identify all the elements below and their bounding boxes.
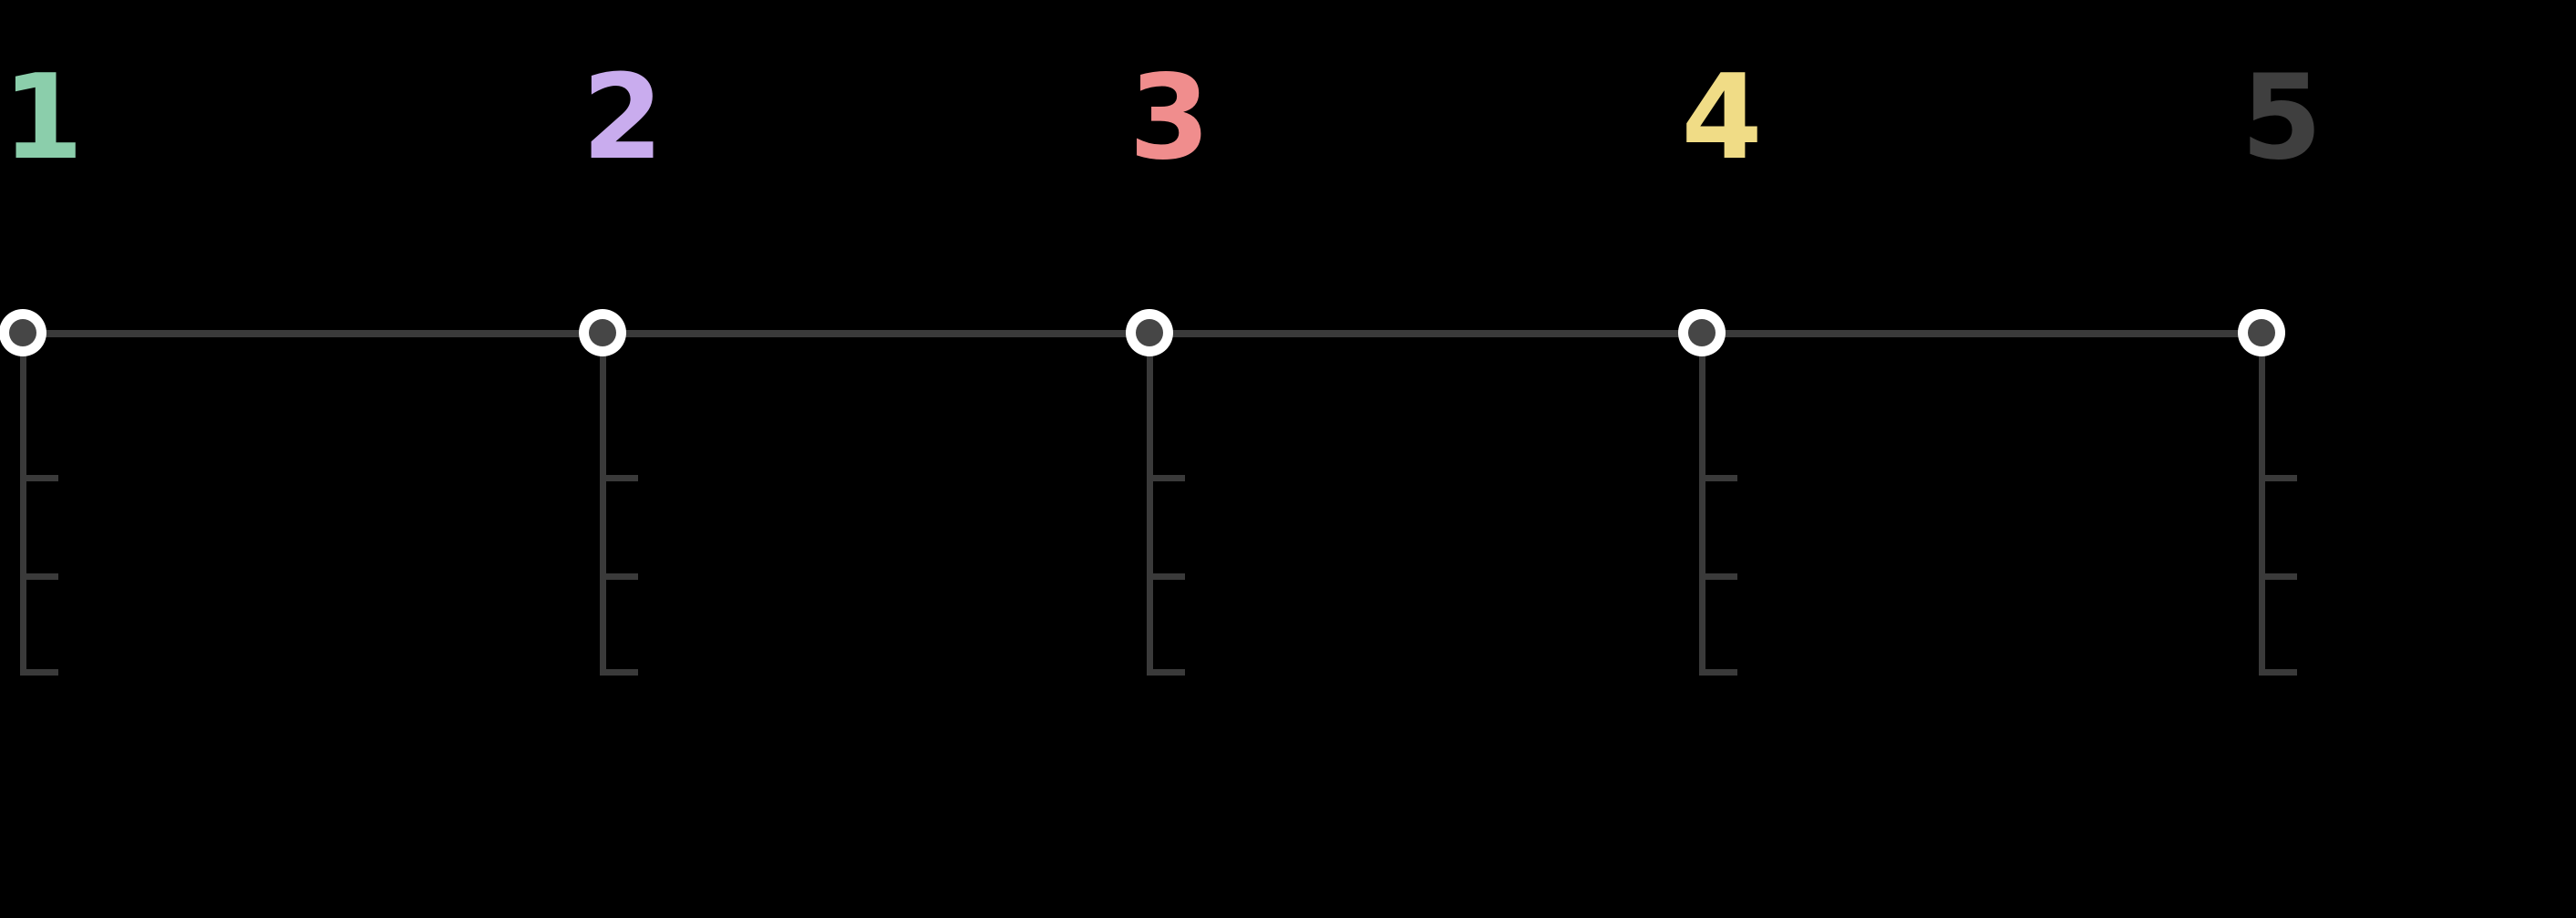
- step-number-label: 4: [1681, 50, 1763, 186]
- step-node-marker[interactable]: [1126, 309, 1173, 356]
- step-node-marker[interactable]: [2238, 309, 2285, 356]
- step-node-marker[interactable]: [1678, 309, 1726, 356]
- step-node-dot: [1136, 319, 1163, 346]
- step-tick-lower: [603, 573, 638, 580]
- step-tick-upper: [2262, 475, 2297, 481]
- step-node-dot: [1688, 319, 1716, 346]
- step-tick-upper: [1149, 475, 1185, 481]
- step-stem-line: [1147, 333, 1153, 676]
- step-node-marker[interactable]: [0, 309, 46, 356]
- step-stem-line: [600, 333, 606, 676]
- step-tick-end: [1702, 669, 1737, 676]
- step-node-dot: [2248, 319, 2275, 346]
- step-tick-lower: [1149, 573, 1185, 580]
- step-stem-line: [1699, 333, 1705, 676]
- step-tick-end: [603, 669, 638, 676]
- step-node-marker[interactable]: [579, 309, 626, 356]
- step-number-label: 2: [582, 50, 664, 186]
- step-tick-upper: [1702, 475, 1737, 481]
- step-tick-lower: [2262, 573, 2297, 580]
- step-number-label: 3: [1128, 50, 1211, 186]
- step-node-dot: [589, 319, 616, 346]
- step-tick-end: [2262, 669, 2297, 676]
- step-number-label: 1: [2, 50, 84, 186]
- step-tick-end: [23, 669, 58, 676]
- step-tick-upper: [603, 475, 638, 481]
- step-number-label: 5: [2241, 50, 2323, 186]
- step-tick-lower: [23, 573, 58, 580]
- step-tick-upper: [23, 475, 58, 481]
- step-stem-line: [2259, 333, 2265, 676]
- step-tick-end: [1149, 669, 1185, 676]
- step-stem-line: [20, 333, 26, 676]
- step-tick-lower: [1702, 573, 1737, 580]
- step-node-dot: [9, 319, 36, 346]
